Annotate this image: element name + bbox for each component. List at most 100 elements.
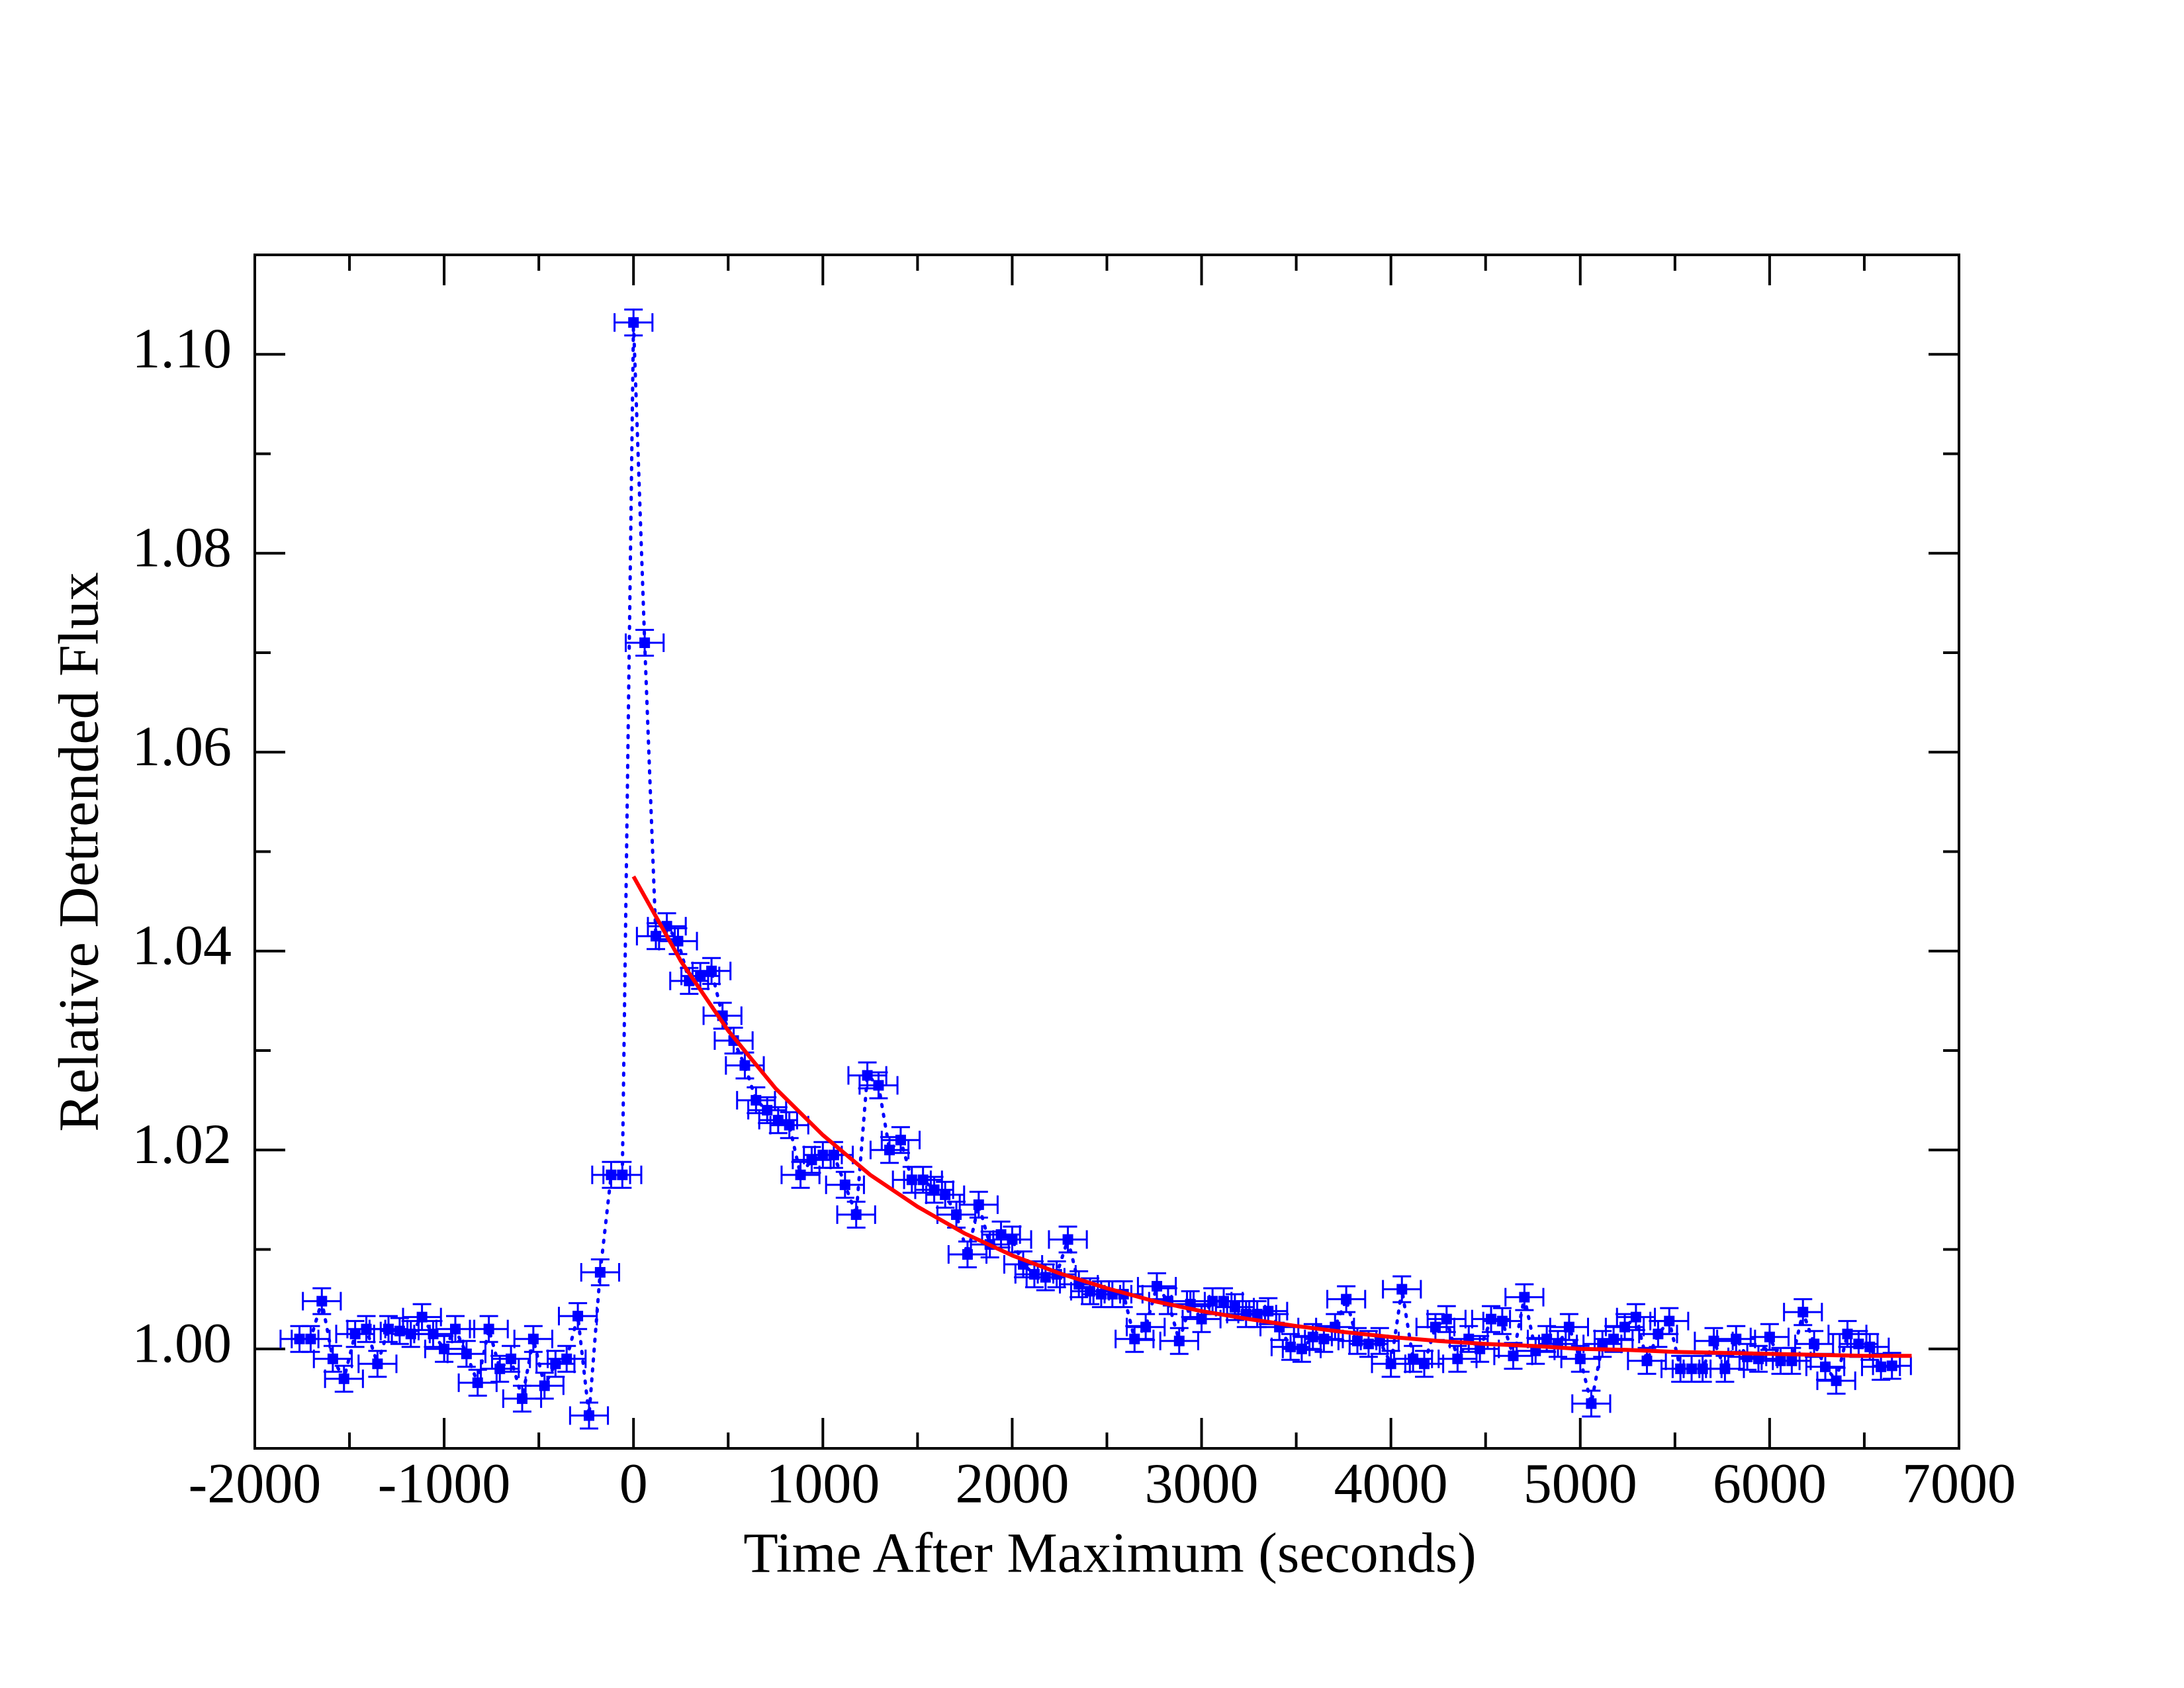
data-point [539, 1380, 550, 1391]
data-point [1519, 1291, 1530, 1303]
data-point [1475, 1343, 1486, 1354]
data-point [639, 637, 651, 648]
data-point [572, 1311, 584, 1322]
data-point [1196, 1313, 1207, 1325]
data-point [973, 1199, 984, 1210]
data-point [1586, 1398, 1597, 1409]
data-point [1809, 1338, 1820, 1350]
data-point [850, 1209, 862, 1220]
x-tick-label: 7000 [1902, 1452, 2016, 1515]
y-axis-label: Relative Detrended Flux [47, 572, 111, 1131]
data-point [1608, 1333, 1619, 1344]
data-point [706, 965, 717, 976]
data-point [1563, 1321, 1574, 1333]
data-point [550, 1358, 561, 1370]
data-point [483, 1323, 494, 1335]
data-point [940, 1189, 951, 1200]
data-point [1664, 1315, 1675, 1327]
data-point [1408, 1353, 1419, 1364]
data-point [1430, 1321, 1441, 1333]
data-point [1797, 1307, 1809, 1318]
y-tick-label: 1.10 [132, 316, 232, 380]
data-point [1653, 1329, 1664, 1340]
data-point [316, 1295, 328, 1307]
data-point [1318, 1333, 1330, 1344]
data-point [527, 1333, 539, 1344]
data-point [472, 1377, 483, 1388]
fit-curve [631, 875, 1912, 1358]
data-point [617, 1169, 628, 1180]
data-point [583, 1410, 594, 1421]
data-point [561, 1353, 572, 1364]
x-tick-label: 5000 [1524, 1452, 1637, 1515]
data-point [594, 1267, 606, 1278]
x-tick-label: -1000 [378, 1452, 511, 1515]
y-tick-label: 1.06 [132, 714, 232, 778]
data-point [506, 1353, 517, 1364]
data-point [1496, 1315, 1508, 1327]
y-tick-label: 1.02 [132, 1112, 232, 1176]
data-point [1374, 1335, 1385, 1346]
x-tick-label: 0 [619, 1452, 648, 1515]
data-point [873, 1080, 884, 1091]
data-point [895, 1135, 906, 1146]
data-point [839, 1179, 850, 1190]
x-tick-label: 6000 [1713, 1452, 1827, 1515]
x-tick-label: 2000 [955, 1452, 1069, 1515]
data-point [784, 1119, 795, 1131]
data-point [1597, 1338, 1608, 1350]
data-point [449, 1323, 461, 1335]
data-point [1820, 1361, 1831, 1372]
data-point [739, 1060, 751, 1071]
data-point [1062, 1234, 1073, 1245]
data-point [795, 1169, 806, 1180]
data-point [772, 1115, 784, 1126]
data-point [1441, 1313, 1452, 1325]
data-point [1486, 1313, 1497, 1325]
data-point [349, 1329, 361, 1340]
data-point [1831, 1375, 1842, 1386]
data-point [305, 1333, 316, 1344]
data-point [1574, 1353, 1586, 1364]
data-point [1152, 1281, 1163, 1292]
data-point [416, 1311, 428, 1323]
y-tick-label: 1.00 [132, 1311, 232, 1374]
x-tick-label: -2000 [189, 1452, 322, 1515]
x-tick-label: 1000 [766, 1452, 880, 1515]
data-point [1786, 1355, 1797, 1366]
y-tick-label: 1.08 [132, 515, 232, 579]
data-point [1541, 1333, 1553, 1344]
x-tick-label: 3000 [1145, 1452, 1259, 1515]
data-point [1218, 1295, 1230, 1307]
data-point [1396, 1284, 1408, 1295]
x-axis-label: Time After Maximum (seconds) [743, 1521, 1477, 1585]
data-point [695, 970, 706, 982]
data-point [1764, 1331, 1775, 1342]
data-point [1641, 1355, 1653, 1366]
data-point [628, 317, 639, 328]
y-tick-label: 1.04 [132, 913, 232, 976]
data-point [828, 1149, 839, 1160]
data-point [1731, 1333, 1742, 1344]
data-point [327, 1353, 338, 1364]
x-tick-label: 4000 [1334, 1452, 1448, 1515]
data-point [1876, 1361, 1887, 1372]
data-point [995, 1229, 1007, 1240]
data-point [516, 1393, 527, 1404]
data-point [338, 1373, 349, 1384]
data-point [1140, 1321, 1152, 1333]
data-point [929, 1184, 940, 1196]
data-point [1419, 1358, 1430, 1370]
data-point [1129, 1333, 1140, 1344]
data-point [1630, 1311, 1641, 1323]
data-point [1886, 1360, 1897, 1372]
data-point [1864, 1341, 1876, 1352]
data-point [461, 1348, 472, 1360]
plot-frame [253, 254, 1960, 1450]
data-point [1173, 1335, 1185, 1346]
data-point [372, 1358, 383, 1370]
data-point [1341, 1293, 1352, 1305]
data-point [1007, 1234, 1018, 1245]
